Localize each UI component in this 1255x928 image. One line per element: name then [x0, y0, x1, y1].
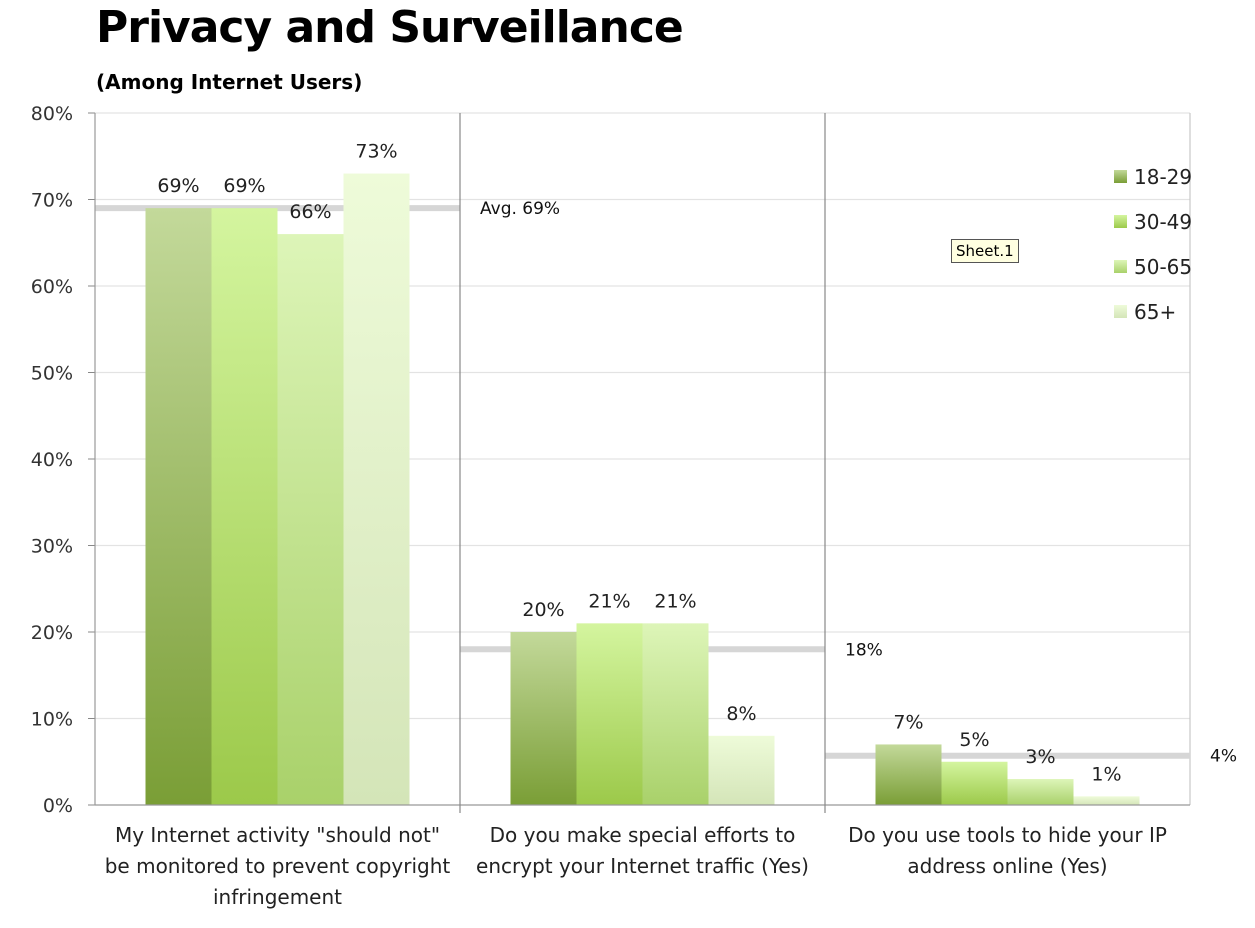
bar [708, 735, 775, 805]
legend: 18-29 30-49 50-65 65+ [1114, 165, 1192, 324]
category-label: Do you make special efforts to [490, 823, 796, 847]
legend-swatch [1114, 305, 1127, 318]
bar [642, 623, 709, 805]
y-tick-label: 30% [31, 536, 73, 558]
bar [510, 632, 577, 805]
average-label: 18% [845, 640, 883, 660]
data-labels: Avg. 69% 18% 4% 69% 69% 66% 73% 20% 21% 21% 8% 7% 5%… [157, 141, 1237, 786]
y-tick-label: 10% [31, 709, 73, 731]
data-label: 69% [223, 175, 265, 197]
data-label: 20% [522, 599, 564, 621]
data-label: 21% [588, 590, 630, 612]
chart-subtitle: (Among Internet Users) [96, 70, 363, 94]
data-label: 1% [1091, 763, 1121, 785]
sheet-tooltip: Sheet.1 [951, 239, 1019, 263]
bar [875, 744, 942, 805]
category-label: infringement [213, 885, 342, 909]
y-tick-label: 0% [43, 795, 73, 817]
chart-title: Privacy and Surveillance [96, 2, 684, 53]
bar [277, 234, 344, 806]
bars [145, 173, 1140, 806]
category-label: Do you use tools to hide your IP [848, 823, 1167, 847]
category-label: encrypt your Internet traffic (Yes) [476, 854, 809, 878]
bar [145, 208, 212, 805]
y-tick-label: 60% [31, 276, 73, 298]
data-label: 5% [959, 729, 989, 751]
data-label: 73% [355, 141, 397, 163]
average-label: Avg. 69% [480, 199, 560, 219]
bar [343, 173, 410, 806]
bar [1073, 796, 1140, 805]
category-label: My Internet activity "should not" [115, 823, 440, 847]
category-label: address online (Yes) [907, 854, 1107, 878]
legend-swatch [1114, 170, 1127, 183]
category-label: be monitored to prevent copyright [105, 854, 451, 878]
y-tick-label: 20% [31, 622, 73, 644]
data-label: 7% [893, 711, 923, 733]
y-tick-label: 70% [31, 190, 73, 212]
bar [576, 623, 643, 805]
y-tick-label: 80% [31, 103, 73, 125]
legend-swatch [1114, 260, 1127, 273]
legend-label: 30-49 [1134, 210, 1192, 234]
bar [211, 208, 278, 805]
data-label: 8% [726, 703, 756, 725]
average-label: 4% [1210, 747, 1237, 767]
y-tick-label: 40% [31, 449, 73, 471]
axes: 0% 10% 20% 30% 40% 50% 60% 70% 80% My Internet ac… [31, 103, 1190, 909]
bar [941, 761, 1008, 805]
legend-label: 50-65 [1134, 255, 1192, 279]
y-tick-label: 50% [31, 363, 73, 385]
data-label: 69% [157, 175, 199, 197]
legend-label: 18-29 [1134, 165, 1192, 189]
bar [1007, 779, 1074, 805]
legend-label: 65+ [1134, 300, 1176, 324]
data-label: 66% [289, 201, 331, 223]
data-label: 3% [1025, 746, 1055, 768]
data-label: 21% [654, 590, 696, 612]
legend-swatch [1114, 215, 1127, 228]
